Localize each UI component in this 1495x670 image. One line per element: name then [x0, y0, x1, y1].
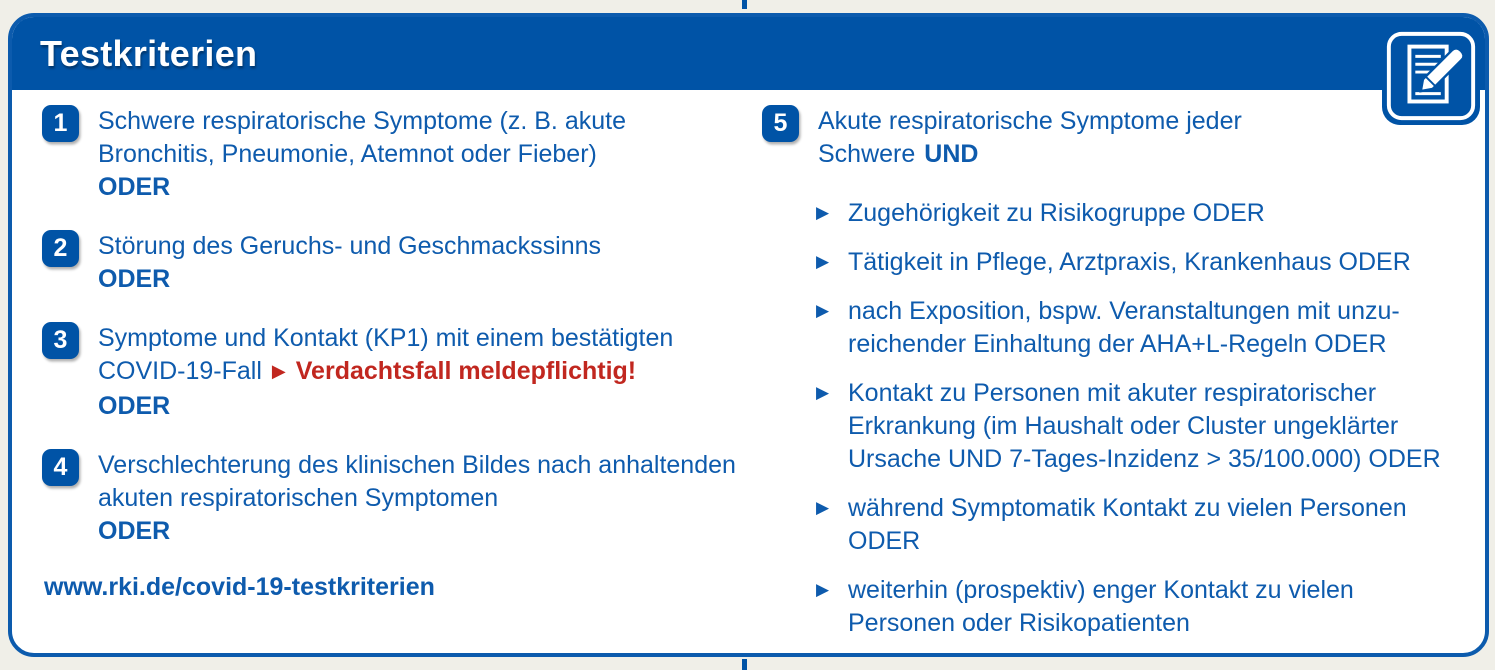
criterion-item-3: 3 Symptome und Kontakt (KP1) mit einem b… [42, 322, 747, 423]
criterion-line: Bronchitis, Pneumonie, Atemnot oder Fieb… [98, 140, 597, 168]
bullet-line: nach Exposition, bspw. Veranstaltungen m… [848, 297, 1400, 325]
criterion-text: Schwere respiratorische Symptome (z. B. … [98, 105, 626, 204]
criterion-item-1: 1 Schwere respiratorische Symptome (z. B… [42, 105, 747, 204]
criterion-text: Akute respiratorische Symptome jeder Sch… [818, 105, 1242, 171]
bullet-text: weiterhin (prospektiv) enger Kontakt zu … [848, 574, 1354, 640]
bullet-line: ODER [848, 527, 921, 555]
list-item: ▶ Tätigkeit in Pflege, Arztpraxis, Krank… [816, 246, 1477, 279]
card-header: Testkriterien [12, 17, 1485, 90]
list-item: ▶ nach Exposition, bspw. Veranstaltungen… [816, 295, 1477, 361]
criterion-line-prefix: COVID-19-Fall [98, 357, 262, 385]
item-number-badge: 5 [762, 105, 799, 142]
connector-oder: ODER [98, 265, 171, 293]
note-pencil-icon [1382, 27, 1480, 125]
criterion-text: Verschlechterung des klinischen Bildes n… [98, 449, 736, 548]
criterion-line-prefix: Schwere [818, 140, 916, 168]
bullet-arrow-icon: ▶ [816, 383, 830, 403]
connector-und: UND [924, 140, 979, 168]
item-number-badge: 2 [42, 230, 79, 267]
bullet-arrow-icon: ▶ [816, 498, 830, 518]
item-number-badge: 3 [42, 322, 79, 359]
bullet-arrow-icon: ▶ [816, 580, 830, 600]
bullet-line: Kontakt zu Personen mit akuter respirato… [848, 379, 1377, 407]
bullet-text: Zugehörigkeit zu Risikogruppe ODER [848, 197, 1265, 230]
list-item: ▶ während Symptomatik Kontakt zu vielen … [816, 492, 1477, 558]
criterion-line: Störung des Geruchs- und Geschmackssinns [98, 232, 602, 260]
bullet-line: während Symptomatik Kontakt zu vielen Pe… [848, 494, 1407, 522]
criterion-line-with-alert: COVID-19-Fall ▶ Verdachtsfall meldepflicht… [98, 355, 673, 390]
sub-criteria-list: ▶ Zugehörigkeit zu Risikogruppe ODER ▶ T… [816, 197, 1477, 640]
fold-mark-top [742, 0, 747, 9]
criterion-line: akuten respiratorischen Symptomen [98, 484, 499, 512]
criteria-left-column: 1 Schwere respiratorische Symptome (z. B… [42, 105, 747, 574]
alert-arrow-icon: ▶ [271, 361, 286, 382]
criterion-line: Verschlechterung des klinischen Bildes n… [98, 451, 736, 479]
bullet-line: reichender Einhaltung der AHA+L-Regeln O… [848, 330, 1387, 358]
testkriterien-card: Testkriterien 1 Schwere respiratorische … [8, 13, 1489, 657]
list-item: ▶ Kontakt zu Personen mit akuter respira… [816, 377, 1477, 476]
criterion-text: Störung des Geruchs- und Geschmackssinns… [98, 230, 601, 296]
bullet-line: Ursache UND 7-Tages-Inzidenz > 35/100.00… [848, 445, 1441, 473]
bullet-line: Zugehörigkeit zu Risikogruppe ODER [848, 199, 1265, 227]
criterion-item-5: 5 Akute respiratorische Symptome jeder S… [762, 105, 1477, 171]
connector-oder: ODER [98, 392, 171, 420]
rki-link[interactable]: www.rki.de/covid-19-testkriterien [44, 573, 435, 601]
criteria-right-column: 5 Akute respiratorische Symptome jeder S… [762, 105, 1477, 653]
bullet-text: nach Exposition, bspw. Veranstaltungen m… [848, 295, 1400, 361]
criterion-line-with-bold: Schwere UND [818, 138, 1242, 171]
page-title: Testkriterien [40, 33, 258, 74]
criterion-line: Akute respiratorische Symptome jeder [818, 107, 1242, 135]
bullet-text: Tätigkeit in Pflege, Arztpraxis, Kranken… [848, 246, 1411, 279]
bullet-text: Kontakt zu Personen mit akuter respirato… [848, 377, 1441, 476]
alert-text: Verdachtsfall meldepflichtig! [295, 357, 637, 385]
bullet-line: Erkrankung (im Haushalt oder Cluster ung… [848, 412, 1399, 440]
list-item: ▶ weiterhin (prospektiv) enger Kontakt z… [816, 574, 1477, 640]
connector-oder: ODER [98, 173, 171, 201]
connector-oder: ODER [98, 517, 171, 545]
note-pencil-icon-glyph [1386, 31, 1476, 121]
bullet-line: Personen oder Risikopatienten [848, 609, 1190, 637]
criterion-item-2: 2 Störung des Geruchs- und Geschmackssin… [42, 230, 747, 296]
criterion-line: Symptome und Kontakt (KP1) mit einem bes… [98, 324, 674, 352]
bullet-arrow-icon: ▶ [816, 203, 830, 223]
item-number-badge: 1 [42, 105, 79, 142]
criterion-item-4: 4 Verschlechterung des klinischen Bildes… [42, 449, 747, 548]
bullet-line: weiterhin (prospektiv) enger Kontakt zu … [848, 576, 1354, 604]
item-number-badge: 4 [42, 449, 79, 486]
bullet-arrow-icon: ▶ [816, 252, 830, 272]
fold-mark-bottom [742, 659, 747, 670]
criterion-text: Symptome und Kontakt (KP1) mit einem bes… [98, 322, 673, 423]
list-item: ▶ Zugehörigkeit zu Risikogruppe ODER [816, 197, 1477, 230]
bullet-arrow-icon: ▶ [816, 301, 830, 321]
criterion-line: Schwere respiratorische Symptome (z. B. … [98, 107, 626, 135]
bullet-text: während Symptomatik Kontakt zu vielen Pe… [848, 492, 1407, 558]
bullet-line: Tätigkeit in Pflege, Arztpraxis, Kranken… [848, 248, 1411, 276]
